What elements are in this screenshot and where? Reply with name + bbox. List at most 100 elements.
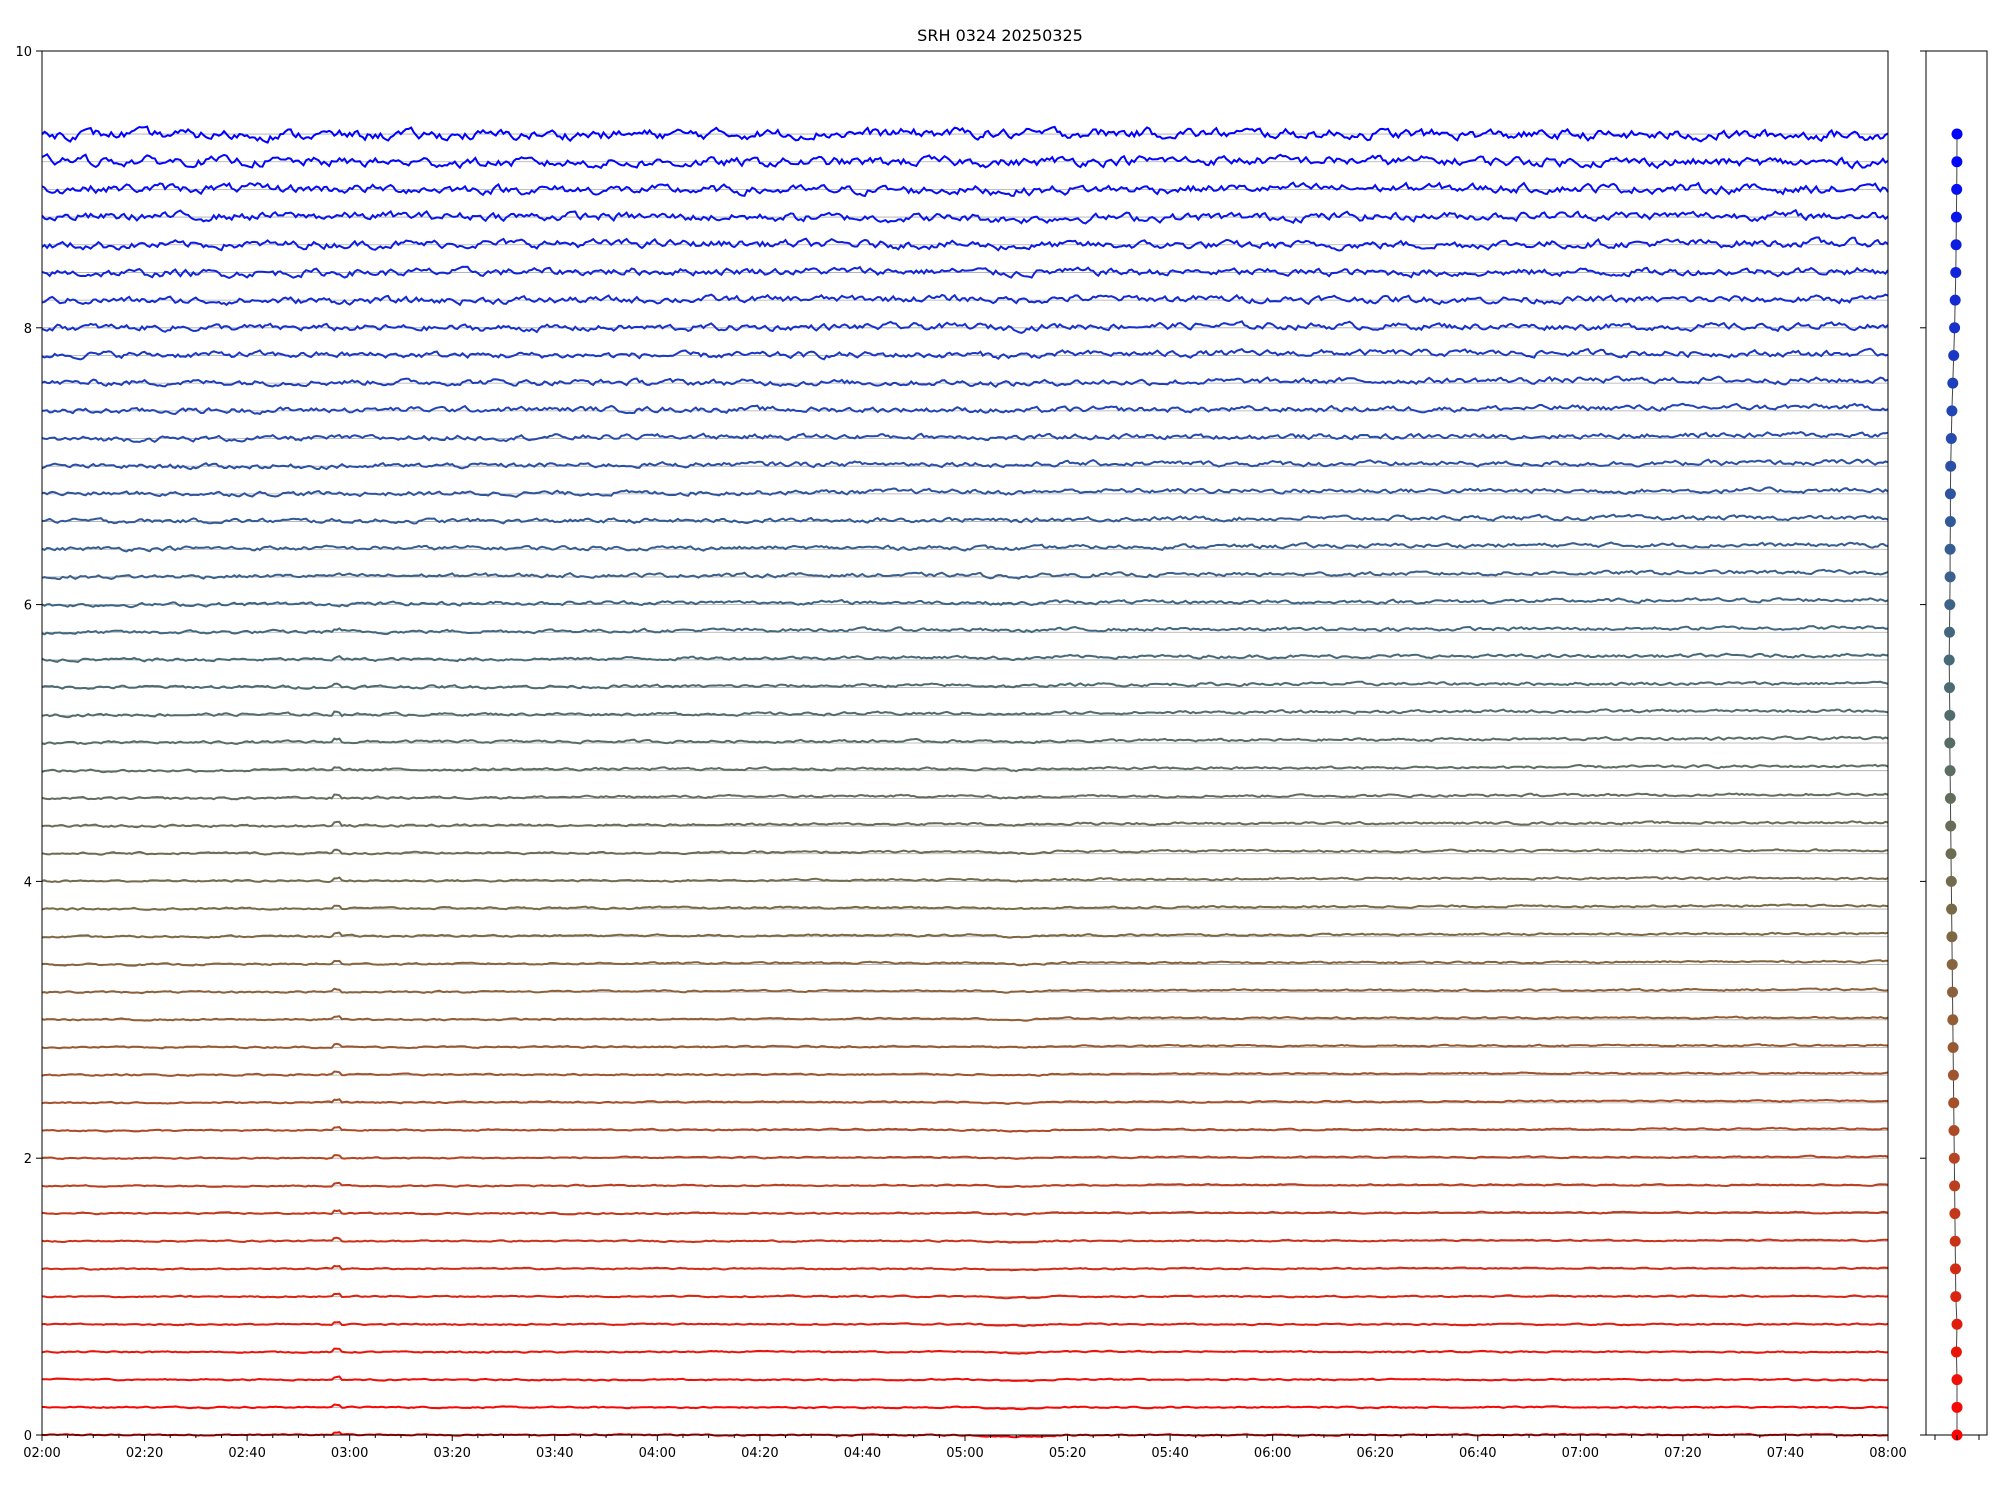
- series-line: [42, 486, 1889, 498]
- x-tick-label: 07:00: [1562, 1446, 1599, 1461]
- x-tick-label: 04:00: [639, 1446, 676, 1461]
- x-tick-label: 06:40: [1459, 1446, 1496, 1461]
- series-line: [41, 541, 1889, 553]
- x-tick-label: 08:00: [1869, 1446, 1906, 1461]
- series-line: [41, 375, 1889, 388]
- x-tick-label: 02:20: [126, 1446, 163, 1461]
- series-line: [41, 208, 1889, 225]
- series-line: [41, 597, 1889, 609]
- side-point: [1946, 958, 1958, 970]
- side-point: [1944, 737, 1956, 749]
- side-point: [1946, 903, 1958, 915]
- side-point: [1951, 156, 1963, 168]
- side-point: [1951, 1401, 1963, 1413]
- side-point: [1944, 599, 1956, 611]
- side-point: [1948, 1097, 1960, 1109]
- series-line: [41, 1181, 1889, 1189]
- series-line: [41, 152, 1889, 170]
- y-axis: 0 2 4 6 8 10: [15, 45, 1926, 1444]
- series-line: [41, 876, 1889, 884]
- x-tick-label: 03:40: [536, 1446, 573, 1461]
- side-point: [1949, 1235, 1961, 1247]
- side-point: [1944, 682, 1955, 694]
- y-tick-label: 2: [24, 1152, 32, 1167]
- series-line: [41, 568, 1889, 581]
- side-point: [1949, 294, 1961, 306]
- side-point: [1945, 848, 1957, 860]
- series-line: [41, 1042, 1889, 1050]
- side-point: [1944, 792, 1956, 804]
- series-line: [41, 347, 1889, 361]
- side-point: [1946, 405, 1958, 417]
- series-line: [41, 402, 1889, 416]
- x-axis: 02:00 02:20 02:40 03:00 03:20 03:40 04:00 04:20…: [23, 1435, 1907, 1461]
- series-line: [41, 320, 1889, 334]
- x-tick-label: 05:00: [946, 1446, 983, 1461]
- series-line: [41, 1209, 1889, 1216]
- side-point: [1949, 1208, 1961, 1220]
- side-point: [1947, 986, 1958, 998]
- series-line: [41, 236, 1889, 252]
- side-point: [1948, 1152, 1960, 1164]
- x-tick-label: 05:40: [1151, 1446, 1188, 1461]
- side-point: [1947, 1041, 1959, 1053]
- series-line: [41, 1375, 1889, 1383]
- traces: [41, 125, 1889, 1439]
- side-point: [1944, 709, 1956, 721]
- side-point: [1947, 1069, 1959, 1081]
- series-line: [41, 792, 1889, 801]
- side-point: [1948, 1125, 1960, 1137]
- series-line: [41, 1236, 1889, 1244]
- series-line: [41, 959, 1889, 967]
- x-tick-label: 06:20: [1356, 1446, 1393, 1461]
- y-tick-label: 4: [24, 875, 32, 890]
- series-line: [41, 1070, 1889, 1077]
- side-panel: [1934, 128, 1980, 1441]
- side-axes-frame: [1925, 50, 1988, 1436]
- series-line: [41, 708, 1889, 719]
- series-line: [41, 1347, 1889, 1355]
- series-line: [41, 848, 1889, 856]
- x-tick-label: 02:40: [228, 1446, 265, 1461]
- series-line: [41, 125, 1889, 144]
- y-tick-label: 10: [15, 45, 32, 60]
- x-tick-label: 04:40: [844, 1446, 881, 1461]
- side-point: [1949, 1180, 1961, 1192]
- series-line: [41, 181, 1889, 198]
- x-tick-label: 07:20: [1664, 1446, 1701, 1461]
- side-point: [1944, 543, 1956, 555]
- series-line: [41, 513, 1889, 525]
- series-line: [41, 1098, 1889, 1105]
- series-line: [41, 903, 1889, 911]
- series-line: [41, 1321, 1889, 1328]
- side-point: [1944, 516, 1956, 528]
- side-point: [1945, 875, 1957, 887]
- series-line: [41, 625, 1889, 636]
- side-point: [1951, 1374, 1963, 1386]
- side-point: [1951, 183, 1963, 195]
- series-line: [41, 652, 1889, 663]
- x-tick-label: 03:20: [433, 1446, 470, 1461]
- side-point: [1950, 1346, 1962, 1358]
- series-line: [41, 431, 1889, 444]
- chart-title: SRH 0324 20250325: [917, 26, 1083, 45]
- side-point: [1950, 1291, 1962, 1303]
- side-point: [1944, 626, 1955, 638]
- side-point: [1947, 377, 1959, 389]
- series-line: [41, 1154, 1889, 1161]
- side-point: [1950, 211, 1962, 223]
- side-point: [1948, 349, 1960, 361]
- side-point: [1950, 239, 1962, 251]
- y-tick-label: 0: [24, 1429, 32, 1444]
- series-line: [41, 458, 1889, 471]
- side-point: [1951, 128, 1963, 140]
- x-tick-label: 02:00: [23, 1446, 60, 1461]
- series-line: [41, 931, 1889, 939]
- side-point: [1945, 433, 1957, 445]
- side-point: [1950, 266, 1962, 278]
- series-line: [41, 1292, 1889, 1300]
- x-tick-label: 05:20: [1049, 1446, 1086, 1461]
- side-point: [1947, 1014, 1959, 1026]
- series-line: [41, 293, 1889, 307]
